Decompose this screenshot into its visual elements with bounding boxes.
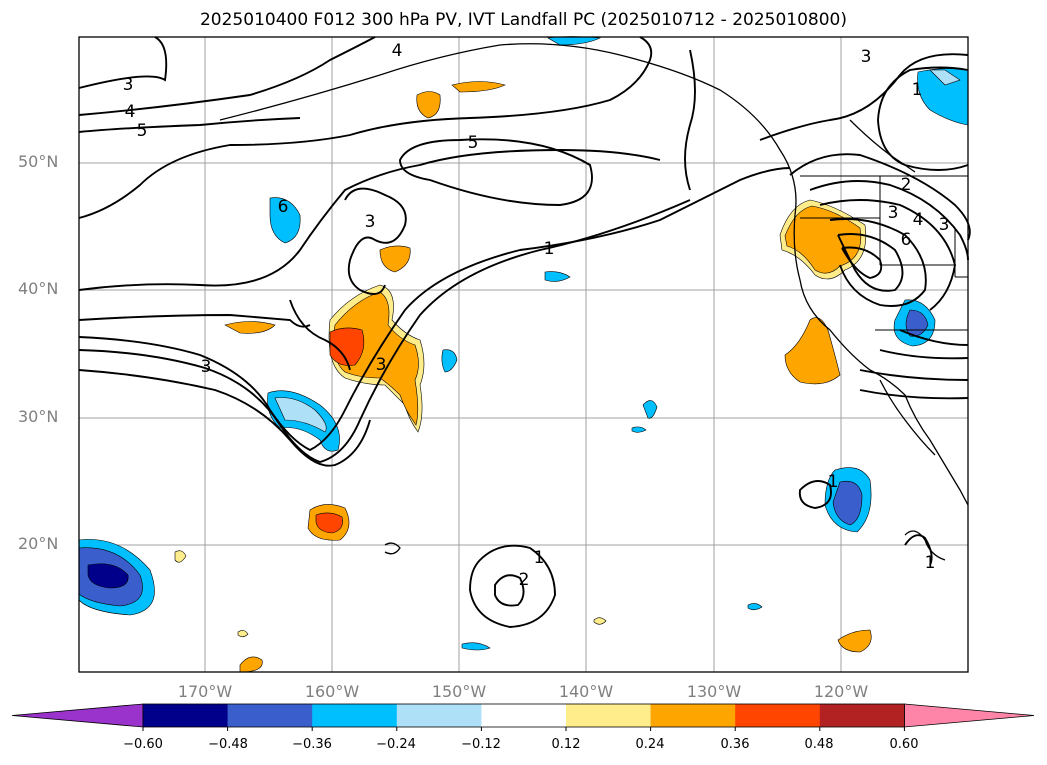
contour-label: 5 xyxy=(468,133,479,153)
colorbar-cell xyxy=(396,704,482,727)
colorbar-cell xyxy=(312,704,398,727)
contour-label: 3 xyxy=(365,212,376,232)
colorbar-tick-label: 0.60 xyxy=(889,737,919,752)
colorbar-frame xyxy=(142,703,905,728)
shaded-fields xyxy=(78,36,969,673)
colorbar-tick-label: −0.12 xyxy=(461,737,501,752)
contour-label: 3 xyxy=(861,47,872,67)
contour-label: 3 xyxy=(939,215,950,235)
contour-label: 1 xyxy=(534,548,545,568)
contour-label: 4 xyxy=(125,102,136,122)
gridlines xyxy=(79,37,968,672)
colorbar-extend-min xyxy=(11,703,144,728)
lon-label: 150°W xyxy=(431,682,487,701)
lat-label: 50°N xyxy=(18,152,59,171)
coastlines xyxy=(219,43,969,561)
map-frame xyxy=(78,36,969,673)
map-plot: 3 4 5 4 5 3 1 6 3 1 3 2 3 4 3 6 1 1 2 1 … xyxy=(78,36,971,673)
contour-label: 2 xyxy=(901,175,912,195)
map-title: 2025010400 F012 300 hPa PV, IVT Landfall… xyxy=(199,10,847,30)
lon-label: 160°W xyxy=(304,682,360,701)
colorbar-tick-label: −0.60 xyxy=(123,737,163,752)
contour-label: 3 xyxy=(123,75,134,95)
colorbar-cell xyxy=(735,704,821,727)
contour-label: 4 xyxy=(392,41,403,61)
colorbar-tick-label: −0.24 xyxy=(376,737,416,752)
colorbar-cell xyxy=(227,704,313,727)
lon-label: 170°W xyxy=(177,682,233,701)
colorbar xyxy=(11,703,1035,731)
colorbar-tick-label: −0.48 xyxy=(208,737,248,752)
lon-label: 120°W xyxy=(813,682,869,701)
contour-label: 6 xyxy=(901,230,912,250)
colorbar-extend-max xyxy=(904,703,1035,728)
contour-label: 2 xyxy=(519,570,530,590)
contour-label: 1 xyxy=(912,80,923,100)
contour-label: 6 xyxy=(278,197,289,217)
colorbar-tick-label: 0.12 xyxy=(551,737,581,752)
colorbar-cell xyxy=(481,704,567,727)
contour-label: 3 xyxy=(201,357,212,377)
contour-label: 1 xyxy=(925,553,936,573)
contour-label: 1 xyxy=(544,239,555,259)
contour-label: 3 xyxy=(376,355,387,375)
lat-label: 40°N xyxy=(18,279,59,298)
contour-label-group: 3 4 5 4 5 3 1 6 3 1 3 2 3 4 3 6 1 1 2 1 … xyxy=(123,41,950,590)
contour-label: 3 xyxy=(888,203,899,223)
colorbar-cell xyxy=(819,704,905,727)
colorbar-tick-label: 0.48 xyxy=(804,737,834,752)
lon-label: 140°W xyxy=(558,682,614,701)
contour-label: 5 xyxy=(137,121,148,141)
colorbar-tick-label: 0.36 xyxy=(720,737,750,752)
colorbar-cell xyxy=(143,704,229,727)
contour-label: 4 xyxy=(913,210,924,230)
contour-label: 1 xyxy=(828,472,839,492)
colorbar-tick-label: 0.24 xyxy=(635,737,665,752)
colorbar-cell xyxy=(650,704,736,727)
colorbar-tick-label: −0.36 xyxy=(292,737,332,752)
lon-label: 130°W xyxy=(686,682,742,701)
lat-label: 20°N xyxy=(18,534,59,553)
contours xyxy=(78,36,971,628)
colorbar-cell xyxy=(566,704,652,727)
lat-label: 30°N xyxy=(18,407,59,426)
